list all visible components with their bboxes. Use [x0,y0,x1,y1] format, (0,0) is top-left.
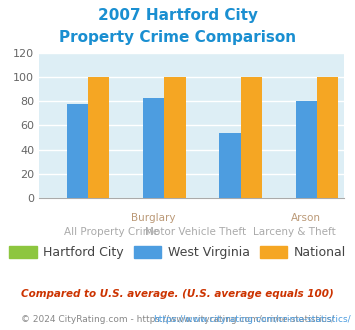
Bar [295,101,317,198]
Text: Compared to U.S. average. (U.S. average equals 100): Compared to U.S. average. (U.S. average … [21,289,334,299]
Text: Larceny & Theft: Larceny & Theft [253,227,336,237]
Bar [143,98,164,198]
Bar [164,77,186,198]
Text: Motor Vehicle Theft: Motor Vehicle Theft [145,227,246,237]
Text: Burglary: Burglary [131,213,176,223]
Text: 2007 Hartford City: 2007 Hartford City [98,8,257,23]
Bar [219,133,241,198]
Bar [317,77,338,198]
Bar [66,104,88,198]
Bar [88,77,109,198]
Text: Property Crime Comparison: Property Crime Comparison [59,30,296,45]
Text: https://www.cityrating.com/crime-statistics/: https://www.cityrating.com/crime-statist… [153,315,351,324]
Text: Arson: Arson [291,213,321,223]
Bar [241,77,262,198]
Legend: Hartford City, West Virginia, National: Hartford City, West Virginia, National [4,241,351,264]
Text: All Property Crime: All Property Crime [64,227,159,237]
Text: © 2024 CityRating.com - https://www.cityrating.com/crime-statistics/: © 2024 CityRating.com - https://www.city… [21,315,334,324]
